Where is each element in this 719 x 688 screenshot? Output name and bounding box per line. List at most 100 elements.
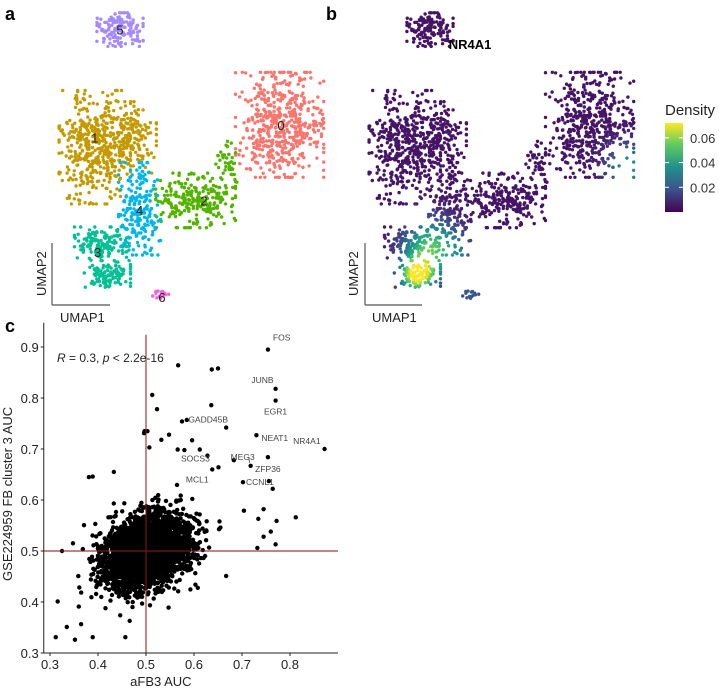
cell-density-point	[540, 196, 545, 201]
cell-point-cluster-4	[138, 206, 142, 211]
cell-point-cluster-1	[109, 120, 113, 125]
cell-point-cluster-2	[173, 214, 178, 219]
cell-density-point	[464, 122, 469, 126]
cell-point-cluster-5	[95, 16, 100, 20]
cell-point-cluster-1	[101, 139, 105, 143]
cell-point-cluster-0	[274, 140, 279, 144]
cell-density-point	[479, 189, 483, 193]
cell-point-cluster-4	[147, 214, 151, 218]
cell-point-cluster-2	[225, 156, 229, 160]
cell-point-cluster-5	[134, 27, 138, 31]
cell-point-cluster-1	[115, 136, 119, 140]
cell-point-cluster-3	[87, 232, 91, 236]
cell-point-cluster-0	[261, 76, 265, 80]
cell-point-cluster-1	[87, 102, 91, 106]
cell-point-cluster-3	[79, 225, 83, 229]
cell-point-cluster-1	[148, 121, 153, 125]
cell-point-cluster-4	[124, 240, 129, 244]
cell-point-cluster-0	[256, 119, 260, 124]
cell-density-point	[506, 177, 510, 181]
cell-point-cluster-0	[301, 91, 305, 95]
cell-point-cluster-1	[75, 141, 80, 145]
cell-density-point	[453, 250, 457, 254]
cell-density-point	[451, 24, 455, 29]
cell-point-cluster-1	[128, 151, 132, 155]
cell-point-cluster-2	[230, 203, 235, 207]
cell-density-point	[511, 175, 515, 179]
cell-point-cluster-2	[224, 190, 229, 194]
cell-point-cluster-3	[82, 242, 86, 246]
cell-point-cluster-5	[95, 20, 99, 25]
cell-density-point	[433, 100, 437, 104]
cell-point-cluster-2	[177, 171, 181, 175]
cell-point-cluster-0	[243, 71, 248, 75]
cell-point-cluster-2	[159, 212, 163, 217]
cell-point-cluster-3	[97, 241, 101, 245]
cell-point-cluster-1	[136, 128, 140, 133]
cell-density-point	[423, 281, 427, 285]
cell-density-point	[450, 253, 455, 257]
cell-point-cluster-0	[259, 97, 264, 101]
cell-density-point	[438, 16, 442, 20]
cell-point-cluster-4	[153, 227, 157, 231]
cell-point-cluster-5	[128, 16, 132, 20]
cell-density-point	[445, 240, 450, 245]
cell-density-point	[399, 171, 403, 175]
cell-point-cluster-2	[194, 213, 199, 217]
cell-density-point	[419, 266, 423, 270]
cell-point-cluster-1	[103, 129, 107, 133]
cell-point-cluster-0	[320, 118, 325, 122]
cell-point-cluster-1	[91, 151, 95, 155]
cell-point-cluster-2	[201, 207, 205, 212]
cell-density-point	[439, 218, 443, 222]
cell-point-cluster-2	[167, 215, 171, 219]
cell-point-cluster-0	[302, 77, 307, 81]
cell-density-point	[611, 165, 615, 169]
cell-point-cluster-0	[238, 95, 242, 99]
cell-point-cluster-1	[134, 111, 139, 116]
legend-title: Density	[665, 102, 716, 119]
cell-point-cluster-1	[94, 156, 98, 160]
cell-point-cluster-0	[289, 101, 293, 105]
cell-density-point	[416, 44, 420, 49]
cell-point-cluster-0	[272, 85, 276, 89]
cell-point-cluster-0	[292, 120, 297, 125]
cell-density-point	[460, 233, 464, 237]
cell-density-point	[461, 294, 465, 298]
cell-density-point	[400, 165, 404, 169]
cell-density-point	[419, 270, 423, 274]
cell-density-point	[430, 248, 434, 253]
cell-point-cluster-0	[261, 171, 265, 175]
cell-point-cluster-3	[121, 251, 125, 256]
cell-point-cluster-5	[95, 29, 99, 34]
cell-density-point	[410, 183, 415, 188]
cell-density-point	[554, 167, 559, 171]
cell-point-cluster-3	[112, 246, 116, 250]
cell-point-cluster-0	[293, 100, 297, 105]
cell-point-cluster-0	[265, 131, 270, 135]
cell-point-cluster-0	[275, 81, 279, 86]
cell-density-point	[524, 214, 529, 218]
cell-point-cluster-5	[104, 20, 109, 24]
cell-density-point	[432, 200, 437, 204]
cell-point-cluster-0	[273, 165, 277, 169]
cell-point-cluster-1	[121, 143, 125, 147]
cell-point-cluster-1	[58, 124, 62, 128]
cell-point-cluster-1	[144, 125, 149, 129]
cell-point-cluster-3	[95, 271, 99, 275]
cell-density-point	[426, 277, 430, 282]
cell-density-point	[570, 148, 575, 152]
cell-point-cluster-0	[268, 168, 272, 172]
cell-point-cluster-2	[168, 181, 172, 186]
cell-density-point	[436, 162, 440, 166]
cell-point-cluster-1	[75, 96, 79, 100]
cell-point-cluster-0	[298, 120, 302, 124]
cell-density-point	[428, 194, 433, 199]
cell-point-cluster-1	[80, 149, 85, 153]
cell-point-cluster-3	[97, 279, 102, 284]
cell-point-cluster-1	[71, 126, 75, 130]
cell-point-cluster-4	[122, 213, 127, 217]
cell-density-point	[609, 107, 613, 111]
cell-point-cluster-2	[230, 196, 235, 201]
cell-point-cluster-2	[222, 191, 226, 195]
